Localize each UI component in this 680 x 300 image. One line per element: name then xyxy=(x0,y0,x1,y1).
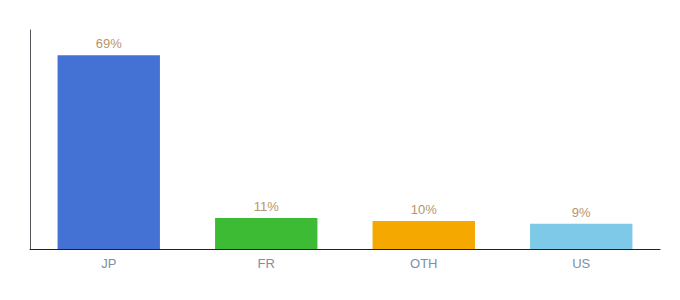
svg-text:OTH: OTH xyxy=(410,256,437,271)
svg-text:10%: 10% xyxy=(411,202,437,217)
svg-text:9%: 9% xyxy=(572,205,591,220)
svg-text:69%: 69% xyxy=(96,36,122,51)
svg-text:JP: JP xyxy=(101,256,116,271)
svg-text:11%: 11% xyxy=(254,199,279,214)
svg-text:FR: FR xyxy=(258,256,275,271)
svg-text:US: US xyxy=(572,256,590,271)
